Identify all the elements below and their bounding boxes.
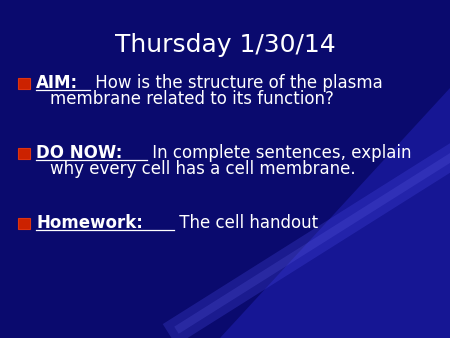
Text: In complete sentences, explain: In complete sentences, explain (148, 144, 412, 162)
FancyBboxPatch shape (18, 147, 30, 159)
Text: How is the structure of the plasma: How is the structure of the plasma (90, 74, 383, 92)
Text: The cell handout: The cell handout (174, 214, 318, 232)
Text: Thursday 1/30/14: Thursday 1/30/14 (115, 33, 335, 57)
Text: why every cell has a cell membrane.: why every cell has a cell membrane. (50, 160, 356, 178)
Text: DO NOW:: DO NOW: (36, 144, 122, 162)
Text: AIM:: AIM: (36, 74, 78, 92)
Polygon shape (220, 88, 450, 338)
FancyBboxPatch shape (18, 217, 30, 228)
FancyBboxPatch shape (18, 77, 30, 89)
Text: Homework:: Homework: (36, 214, 143, 232)
Text: membrane related to its function?: membrane related to its function? (50, 90, 334, 108)
